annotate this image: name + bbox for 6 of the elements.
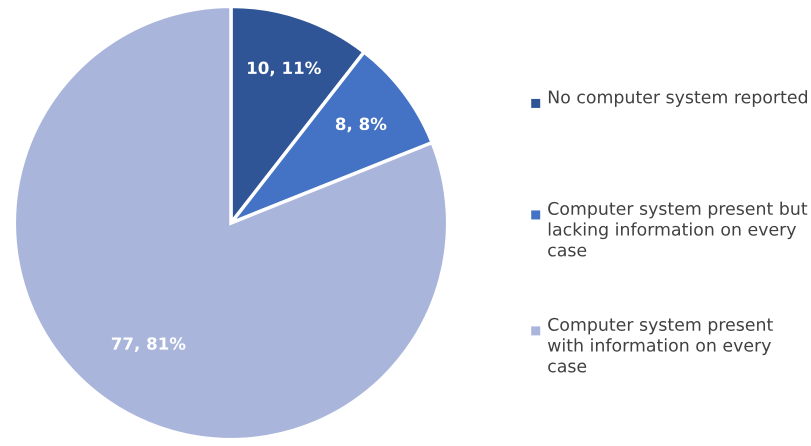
data-label: 77, 81%	[112, 337, 186, 352]
data-label: 8, 8%	[336, 118, 386, 132]
legend-label: Computer system present but lacking information on every case	[548, 202, 808, 257]
legend-label: No computer system reported	[548, 90, 807, 107]
data-label: 10, 11%	[248, 62, 321, 76]
legend-label: Computer system present with information on every case	[548, 318, 773, 373]
